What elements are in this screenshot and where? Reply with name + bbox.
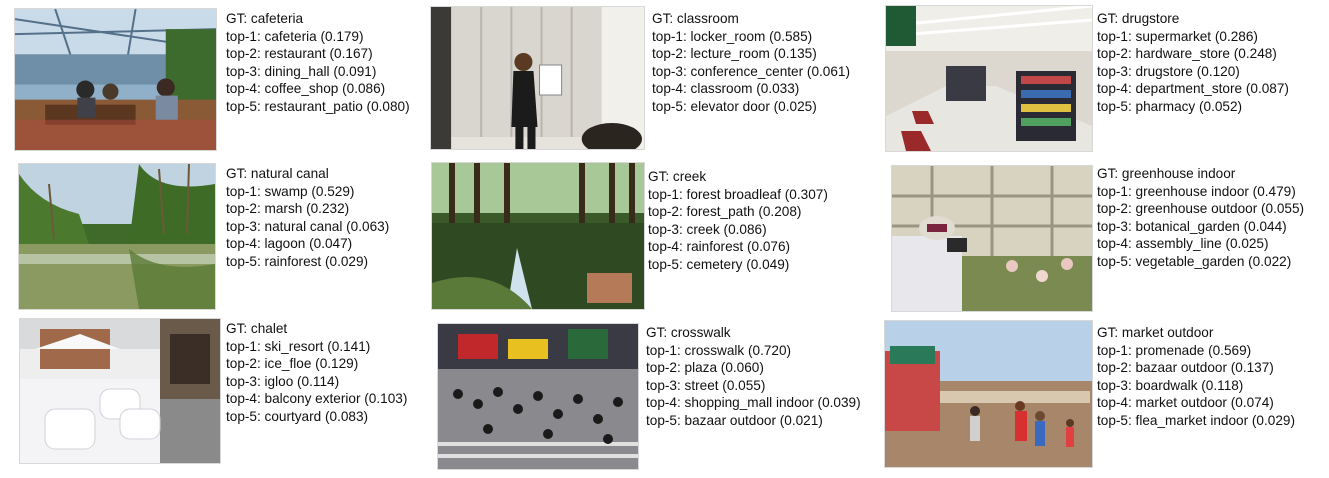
prediction: top-4: department_store (0.087) [1097, 81, 1289, 96]
prediction: top-3: drugstore (0.120) [1097, 63, 1240, 79]
prediction: top-4: coffee_shop (0.086) [226, 81, 386, 96]
natural-canal-caption: GT: natural canal top-1: swamp (0.529) t… [226, 165, 389, 270]
crosswalk-photo [437, 323, 639, 470]
classroom-photo [430, 6, 645, 150]
prediction: top-1: cafeteria (0.179) [226, 28, 364, 44]
prediction: top-1: promenade (0.569) [1097, 342, 1252, 358]
prediction: top-5: bazaar outdoor (0.021) [646, 412, 823, 428]
cafeteria-photo [14, 8, 217, 151]
prediction: top-4: balcony exterior (0.103) [226, 391, 408, 406]
greenhouse-indoor-caption: GT: greenhouse indoor top-1: greenhouse … [1097, 165, 1304, 270]
greenhouse-indoor-photo [891, 165, 1093, 312]
prediction: top-4: market outdoor (0.074) [1097, 395, 1274, 410]
prediction: top-1: locker_room (0.585) [652, 28, 813, 44]
prediction: top-3: boardwalk (0.118) [1097, 377, 1244, 393]
prediction: top-5: pharmacy (0.052) [1097, 98, 1243, 114]
gt-label: GT: natural canal [226, 166, 329, 181]
prediction: top-3: igloo (0.114) [226, 373, 340, 389]
prediction: top-1: greenhouse indoor (0.479) [1097, 183, 1296, 199]
prediction: top-2: ice_floe (0.129) [226, 356, 359, 371]
prediction: top-1: swamp (0.529) [226, 183, 355, 199]
market-outdoor-photo [884, 320, 1093, 468]
creek-caption: GT: creek top-1: forest broadleaf (0.307… [648, 168, 828, 273]
prediction: top-5: vegetable_garden (0.022) [1097, 253, 1292, 269]
gt-label: GT: crosswalk [646, 325, 731, 340]
chalet-photo [19, 318, 221, 464]
prediction: top-4: lagoon (0.047) [226, 236, 353, 251]
prediction: top-3: botanical_garden (0.044) [1097, 218, 1287, 234]
natural-canal-photo [18, 163, 216, 310]
prediction: top-2: forest_path (0.208) [648, 204, 802, 219]
classroom-caption: GT: classroom top-1: locker_room (0.585)… [652, 10, 850, 115]
prediction: top-5: cemetery (0.049) [648, 256, 790, 272]
prediction: top-2: hardware_store (0.248) [1097, 46, 1277, 61]
prediction: top-5: courtyard (0.083) [226, 408, 369, 424]
drugstore-photo [885, 5, 1093, 152]
prediction: top-3: street (0.055) [646, 377, 766, 393]
gt-label: GT: drugstore [1097, 11, 1180, 26]
prediction: top-2: plaza (0.060) [646, 360, 764, 375]
creek-photo [431, 162, 645, 310]
prediction: top-4: classroom (0.033) [652, 81, 800, 96]
chalet-caption: GT: chalet top-1: ski_resort (0.141) top… [226, 320, 407, 425]
prediction: top-2: restaurant (0.167) [226, 46, 373, 61]
prediction: top-5: elevator door (0.025) [652, 98, 817, 114]
prediction: top-5: restaurant_patio (0.080) [226, 98, 410, 114]
prediction: top-1: crosswalk (0.720) [646, 342, 792, 358]
prediction: top-1: supermarket (0.286) [1097, 28, 1258, 44]
prediction: top-3: natural canal (0.063) [226, 218, 390, 234]
prediction: top-5: flea_market indoor (0.029) [1097, 412, 1295, 428]
prediction: top-2: greenhouse outdoor (0.055) [1097, 201, 1305, 216]
prediction: top-3: dining_hall (0.091) [226, 63, 377, 79]
prediction: top-2: marsh (0.232) [226, 201, 350, 216]
prediction: top-2: lecture_room (0.135) [652, 46, 817, 61]
prediction: top-5: rainforest (0.029) [226, 253, 369, 269]
market-outdoor-caption: GT: market outdoor top-1: promenade (0.5… [1097, 324, 1295, 429]
crosswalk-caption: GT: crosswalk top-1: crosswalk (0.720) t… [646, 324, 861, 429]
prediction: top-3: conference_center (0.061) [652, 63, 850, 79]
drugstore-caption: GT: drugstore top-1: supermarket (0.286)… [1097, 10, 1289, 115]
gt-label: GT: classroom [652, 11, 739, 26]
prediction: top-1: ski_resort (0.141) [226, 338, 371, 354]
prediction: top-4: shopping_mall indoor (0.039) [646, 395, 861, 410]
gt-label: GT: chalet [226, 321, 288, 336]
gt-label: GT: greenhouse indoor [1097, 166, 1236, 181]
prediction: top-4: rainforest (0.076) [648, 239, 791, 254]
cafeteria-caption: GT: cafeteria top-1: cafeteria (0.179) t… [226, 10, 410, 115]
gt-label: GT: market outdoor [1097, 325, 1214, 340]
gt-label: GT: creek [648, 169, 707, 184]
prediction: top-2: bazaar outdoor (0.137) [1097, 360, 1274, 375]
prediction: top-4: assembly_line (0.025) [1097, 236, 1269, 251]
prediction: top-1: forest broadleaf (0.307) [648, 186, 828, 202]
prediction: top-3: creek (0.086) [648, 221, 767, 237]
gt-label: GT: cafeteria [226, 11, 304, 26]
